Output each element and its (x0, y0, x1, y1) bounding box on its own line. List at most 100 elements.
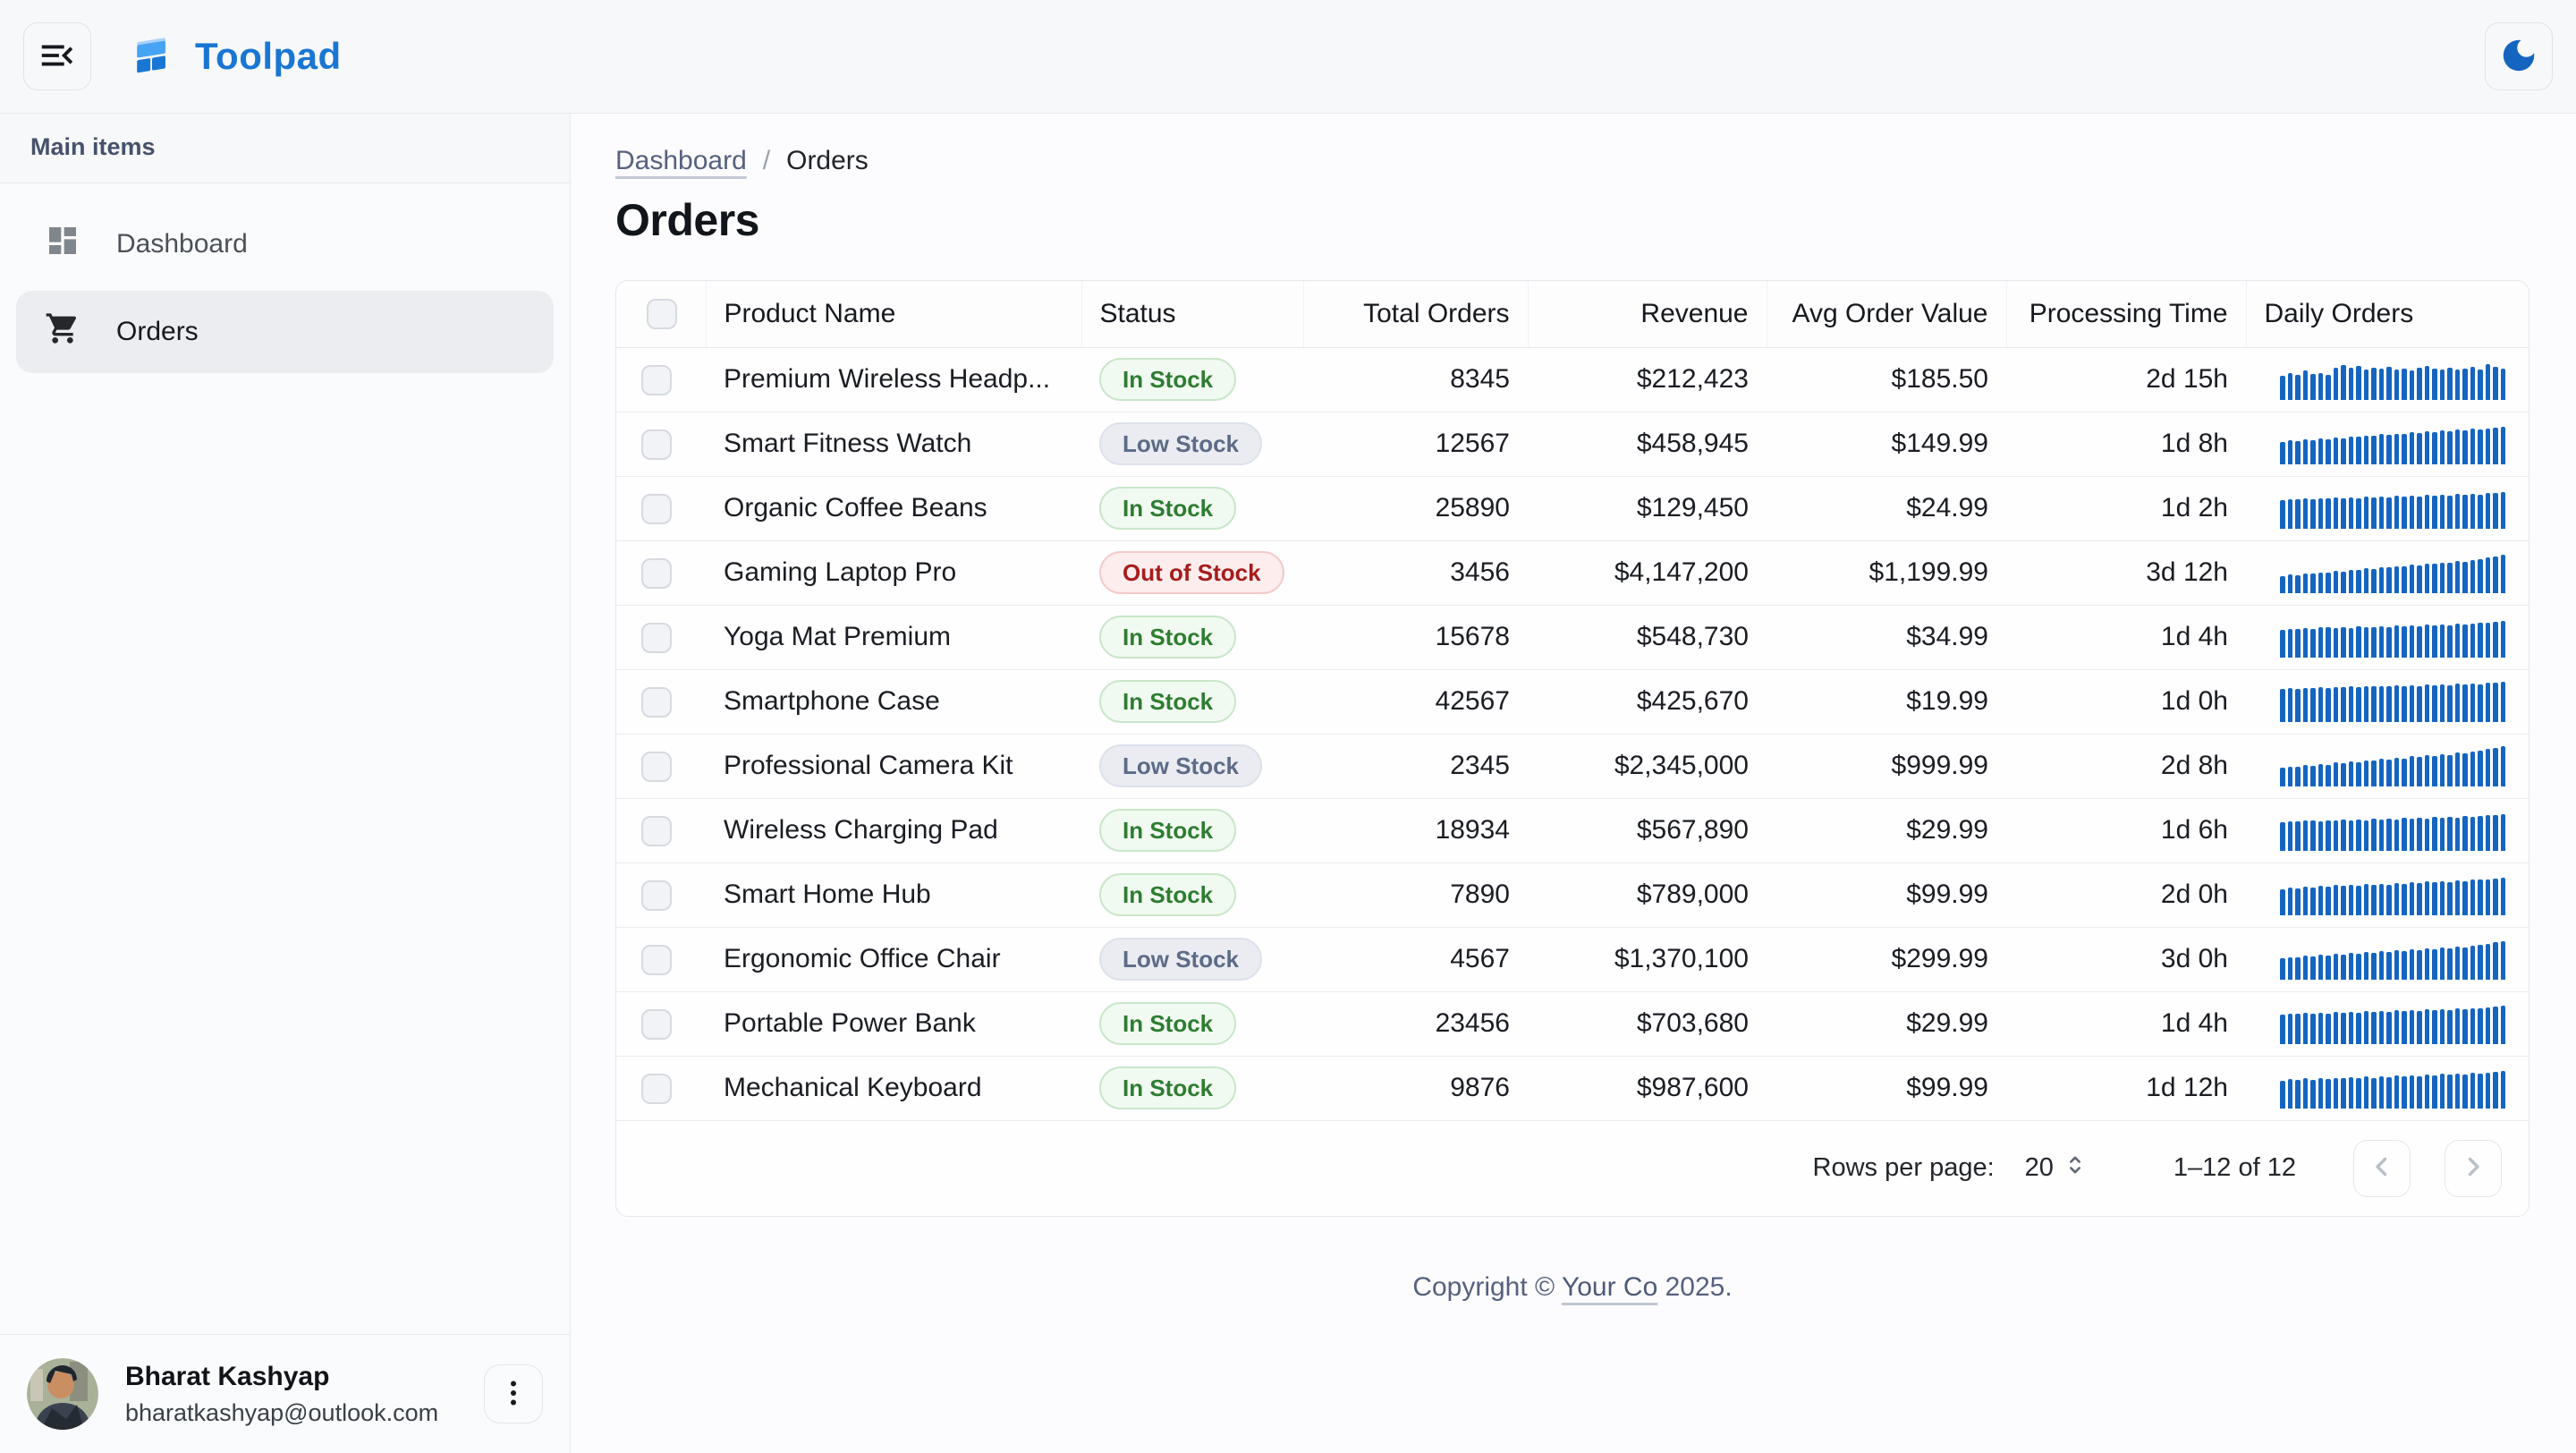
next-page-button[interactable] (2445, 1139, 2502, 1197)
status-badge: Low Stock (1099, 743, 1263, 788)
company-link[interactable]: Your Co (1561, 1271, 1658, 1302)
status-badge: In Stock (1099, 872, 1237, 917)
sidebar-item-label: Dashboard (116, 229, 248, 259)
product-name-cell: Mechanical Keyboard (706, 1056, 1081, 1121)
row-checkbox[interactable] (641, 557, 672, 589)
processing-time-cell: 1d 0h (2006, 669, 2246, 735)
revenue-cell: $789,000 (1528, 862, 1767, 928)
daily-orders-sparkline (2280, 488, 2507, 529)
avatar[interactable] (27, 1358, 98, 1430)
daily-orders-sparkline (2280, 745, 2507, 786)
row-checkbox[interactable] (641, 879, 672, 911)
status-cell: Low Stock (1081, 412, 1303, 477)
status-badge: Out of Stock (1099, 550, 1284, 595)
brand[interactable]: Toolpad (127, 30, 342, 84)
sidebar-item-orders[interactable]: Orders (16, 291, 554, 373)
daily-orders-cell (2246, 347, 2529, 412)
daily-orders-sparkline (2280, 874, 2507, 915)
vertical-dots-icon (497, 1377, 530, 1412)
rows-per-page-select[interactable]: 20 (2025, 1152, 2088, 1185)
table-row: Ergonomic Office Chair Low Stock 4567 $1,37… (616, 927, 2529, 992)
theme-toggle-button[interactable] (2485, 22, 2553, 90)
page-title: Orders (615, 195, 759, 245)
chevron-right-icon (2458, 1151, 2488, 1185)
processing-time-cell: 2d 15h (2006, 347, 2246, 412)
daily-orders-sparkline (2280, 423, 2507, 464)
status-cell: In Stock (1081, 862, 1303, 928)
revenue-cell: $425,670 (1528, 669, 1767, 735)
row-checkbox[interactable] (641, 429, 672, 460)
user-menu-button[interactable] (484, 1364, 543, 1423)
processing-time-cell: 1d 12h (2006, 1056, 2246, 1121)
row-checkbox-cell (616, 412, 706, 477)
table-row: Premium Wireless Headp... In Stock 8345 $21… (616, 347, 2529, 412)
row-checkbox-cell (616, 1056, 706, 1121)
collapse-menu-button[interactable] (23, 22, 91, 90)
app-header: Toolpad (0, 0, 2576, 114)
row-checkbox[interactable] (641, 493, 672, 524)
column-header-daily-orders[interactable]: Daily Orders (2246, 281, 2529, 348)
previous-page-button[interactable] (2353, 1139, 2411, 1197)
main-content: Dashboard / Orders Orders Product Name St… (571, 114, 2576, 1453)
table-row: Gaming Laptop Pro Out of Stock 3456 $4,147,… (616, 540, 2529, 606)
avg-order-value-cell: $29.99 (1767, 798, 2006, 863)
row-checkbox[interactable] (641, 364, 672, 395)
column-header-revenue[interactable]: Revenue (1528, 281, 1767, 348)
processing-time-cell: 3d 12h (2006, 540, 2246, 606)
revenue-cell: $4,147,200 (1528, 540, 1767, 606)
processing-time-cell: 1d 4h (2006, 991, 2246, 1057)
row-checkbox[interactable] (641, 944, 672, 975)
select-all-checkbox[interactable] (647, 299, 677, 330)
product-name-cell: Portable Power Bank (706, 991, 1081, 1057)
daily-orders-sparkline (2280, 552, 2507, 593)
row-checkbox[interactable] (641, 815, 672, 846)
revenue-cell: $212,423 (1528, 347, 1767, 412)
total-orders-cell: 8345 (1303, 347, 1528, 412)
column-header-processing-time[interactable]: Processing Time (2006, 281, 2247, 348)
daily-orders-sparkline (2280, 810, 2507, 851)
column-header-total-orders[interactable]: Total Orders (1303, 281, 1529, 348)
menu-open-icon (37, 35, 78, 79)
row-checkbox[interactable] (641, 622, 672, 653)
status-cell: Out of Stock (1081, 540, 1303, 606)
row-checkbox[interactable] (641, 1008, 672, 1040)
status-cell: In Stock (1081, 347, 1303, 412)
row-checkbox-cell (616, 991, 706, 1057)
column-header-avg-order-value[interactable]: Avg Order Value (1767, 281, 2007, 348)
status-cell: In Stock (1081, 669, 1303, 735)
daily-orders-cell (2246, 669, 2529, 735)
sidebar-item-dashboard[interactable]: Dashboard (16, 203, 554, 285)
sidebar-nav: Dashboard Orders (0, 183, 570, 398)
user-name: Bharat Kashyap (125, 1361, 330, 1391)
sidebar-section-label: Main items (30, 133, 156, 160)
orders-table-card: Product Name Status Total Orders Revenue Avg… (615, 280, 2529, 1217)
revenue-cell: $548,730 (1528, 605, 1767, 670)
processing-time-cell: 1d 8h (2006, 412, 2246, 477)
table-row: Organic Coffee Beans In Stock 25890 $129,45… (616, 476, 2529, 541)
avg-order-value-cell: $19.99 (1767, 669, 2006, 735)
product-name-cell: Gaming Laptop Pro (706, 540, 1081, 606)
total-orders-cell: 7890 (1303, 862, 1528, 928)
daily-orders-cell (2246, 862, 2529, 928)
breadcrumb-dashboard-link[interactable]: Dashboard (615, 146, 747, 175)
status-badge: In Stock (1099, 615, 1237, 659)
revenue-cell: $2,345,000 (1528, 734, 1767, 799)
row-checkbox[interactable] (641, 1073, 672, 1104)
column-header-product-name[interactable]: Product Name (706, 281, 1082, 348)
select-all-header-cell (616, 281, 707, 348)
status-badge: Low Stock (1099, 937, 1263, 981)
shopping-cart-icon (45, 310, 80, 353)
status-cell: In Stock (1081, 798, 1303, 863)
row-checkbox-cell (616, 605, 706, 670)
pagination-range: 1–12 of 12 (2173, 1153, 2296, 1182)
row-checkbox[interactable] (641, 751, 672, 782)
table-row: Yoga Mat Premium In Stock 15678 $548,730 $34… (616, 605, 2529, 670)
column-header-status[interactable]: Status (1081, 281, 1304, 348)
product-name-cell: Yoga Mat Premium (706, 605, 1081, 670)
table-row: Wireless Charging Pad In Stock 18934 $567,8… (616, 798, 2529, 863)
table-row: Mechanical Keyboard In Stock 9876 $987,600 $… (616, 1056, 2529, 1121)
daily-orders-cell (2246, 476, 2529, 541)
processing-time-cell: 2d 8h (2006, 734, 2246, 799)
row-checkbox[interactable] (641, 686, 672, 718)
row-checkbox-cell (616, 798, 706, 863)
